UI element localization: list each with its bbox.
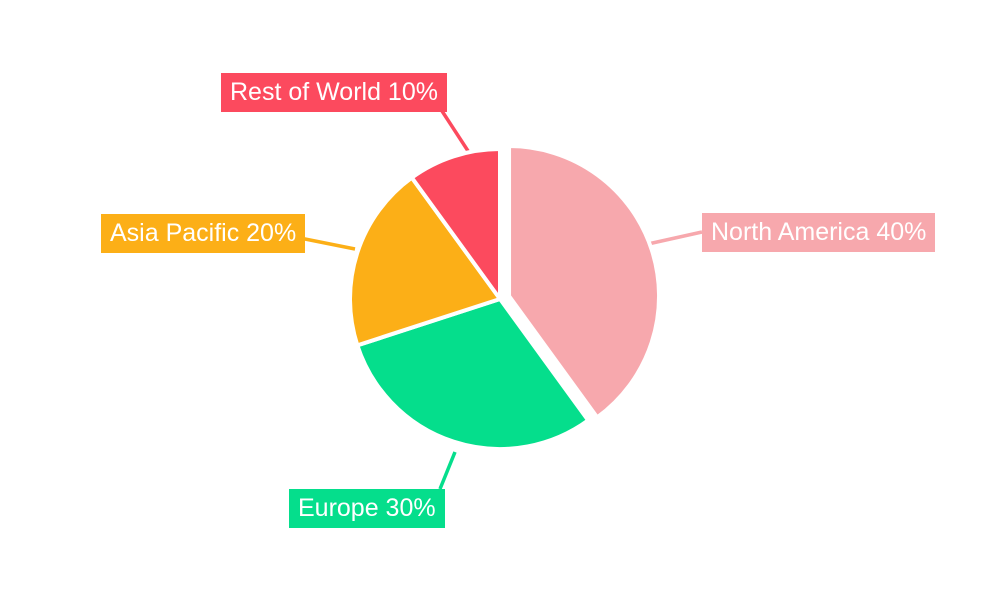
pie-label-asia-pacific-text: Asia Pacific 20%: [110, 219, 297, 247]
pie-slice-europe[interactable]: [355, 297, 591, 451]
leader-line-asia-pacific: [299, 236, 356, 251]
pie-label-europe-text: Europe 30%: [298, 494, 436, 522]
pie-slice-asia-pacific[interactable]: [348, 175, 502, 348]
leader-line-north-america: [647, 230, 703, 246]
pie-slice-rest-of-world[interactable]: [409, 147, 502, 301]
pie-label-north-america-text: North America 40%: [711, 218, 927, 246]
leader-line-europe: [438, 451, 457, 490]
pie-slice-north-america[interactable]: [507, 144, 662, 420]
leader-line-rest-of-world: [440, 110, 472, 155]
pie-label-north-america: North America 40%: [702, 213, 936, 252]
pie-label-rest-of-world: Rest of World 10%: [221, 73, 447, 112]
pie-label-asia-pacific: Asia Pacific 20%: [101, 214, 306, 253]
pie-label-europe: Europe 30%: [289, 489, 445, 528]
pie-label-rest-of-world-text: Rest of World 10%: [230, 78, 438, 106]
